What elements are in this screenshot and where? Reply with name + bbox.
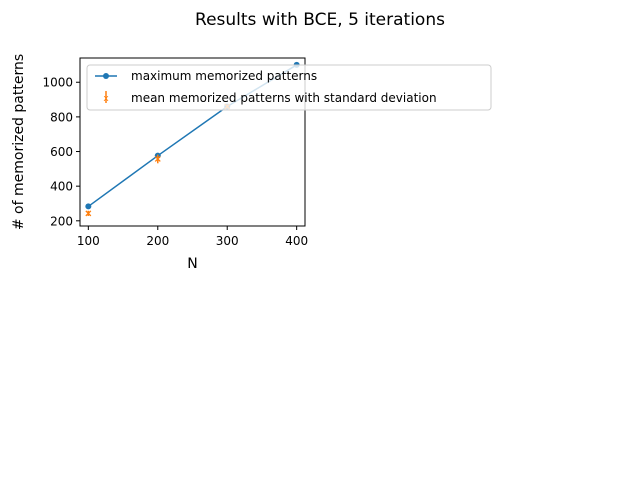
- y-tick-label: 200: [50, 214, 73, 228]
- y-tick-label: 800: [50, 110, 73, 124]
- data-point-maximum: [85, 203, 92, 210]
- legend-label-maximum: maximum memorized patterns: [131, 69, 317, 83]
- legend-line-marker: [103, 73, 109, 79]
- x-tick-label: 300: [216, 234, 239, 248]
- axes: [79, 57, 306, 227]
- legend: maximum memorized patterns x mean memori…: [86, 64, 492, 111]
- x-axis-label: N: [187, 256, 197, 272]
- x-tick-label: 200: [146, 234, 169, 248]
- chart-title: Results with BCE, 5 iterations: [195, 10, 445, 30]
- y-ticks: 200 400 600 800 1000: [42, 76, 80, 228]
- data-point-mean: [154, 156, 161, 162]
- legend-box: [86, 64, 492, 111]
- x-tick-label: 400: [285, 234, 308, 248]
- x-ticks: 100 200 300 400: [77, 226, 308, 248]
- data-point-mean: [85, 210, 92, 217]
- x-tick-label: 100: [77, 234, 100, 248]
- legend-errorbar-marker: x: [103, 94, 109, 104]
- y-tick-label: 400: [50, 180, 73, 194]
- y-tick-label: 600: [50, 145, 73, 159]
- y-axis-label: # of memorized patterns: [11, 54, 27, 230]
- y-tick-label: 1000: [42, 76, 73, 90]
- legend-label-mean: mean memorized patterns with standard de…: [131, 91, 437, 105]
- plot-area-frame: [79, 57, 306, 227]
